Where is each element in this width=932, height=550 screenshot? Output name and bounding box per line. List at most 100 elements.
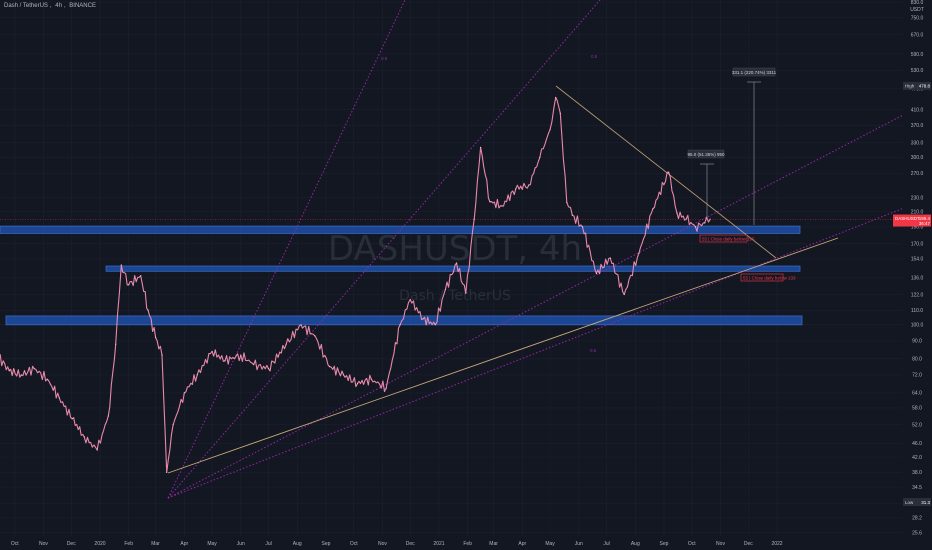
x-tick-label: Jul [603,541,609,547]
y-tick-label: 72.0 [912,373,922,379]
x-tick-label: Mar [489,541,498,547]
y-tick-label: 38.0 [912,470,922,476]
fib-fan-line [167,0,601,499]
price-point [329,366,331,368]
price-point [704,222,706,224]
interval-label: 4h [55,3,62,9]
x-tick-label: 2021 [433,541,444,547]
x-tick-label: Apr [518,541,526,547]
price-point [71,418,73,420]
fib-fan-line [167,0,406,499]
y-tick-label: 25.6 [912,530,922,536]
y-tick-label: 370.0 [911,123,924,129]
price-point [465,292,467,294]
price-point [8,370,10,372]
price-point [356,383,359,385]
price-point [515,188,517,190]
current-price-value: 199.4 [919,216,931,221]
trendlines [167,85,839,474]
price-point [444,288,447,291]
y-tick-label: 410.0 [911,107,924,113]
symbol-name: Dash / TetherUS [4,3,48,9]
price-point [183,392,185,394]
price-point [115,343,117,345]
price-point [161,354,163,356]
price-point [434,324,436,326]
price-point [285,343,287,345]
price-point [399,324,401,326]
price-point [455,262,458,264]
x-tick-label: Feb [124,541,133,547]
y-tick-label: 750.0 [911,15,924,21]
y-tick-label: 830.0 [911,0,924,6]
high-tag-value: 478.8 [919,84,931,89]
price-point [480,146,482,148]
price-point [46,378,48,380]
price-point [147,309,149,311]
x-tick-label: Dec [67,541,76,547]
price-point [571,214,573,216]
price-point [559,112,561,114]
x-tick-label: Oct [350,541,358,547]
y-tick-label: 230.0 [911,196,924,202]
x-tick-label: Jun [575,541,583,547]
y-tick-label: 590.0 [911,52,924,58]
x-tick-label: Jun [237,541,245,547]
price-point [58,397,60,399]
price-point [267,368,270,370]
price-zone [105,265,801,272]
x-tick-label: 2022 [771,541,782,547]
price-point [240,354,242,356]
price-line [0,96,711,473]
price-point [595,272,598,275]
measure-label: 95.0 (51.35%) 950 [687,152,725,157]
measure-box [732,67,776,77]
y-axis[interactable]: 23.325.628.231.034.538.042.046.052.058.0… [910,0,924,550]
fib-level-label: 0.5 [590,348,597,353]
y-tick-label: 670.0 [911,32,924,38]
y-tick-label: 46.0 [912,441,922,447]
y-tick-label: 170.0 [911,242,924,248]
alert-label: 55 | Close daily below 195 [702,237,755,242]
price-point [211,350,213,352]
price-point [253,364,255,366]
x-tick-label: Oct [688,541,696,547]
y-tick-label: 80.0 [912,357,922,363]
x-tick-label: Oct [11,541,19,547]
x-axis[interactable]: Oct Nov Dec 2020 Feb Mar Apr May Jun Jul Aug Sep Oct… [11,541,783,547]
price-point [623,293,625,296]
x-tick-label: Dec [744,541,753,547]
measure-box [687,149,725,159]
y-tick-label: 28.2 [912,516,922,522]
exchange-label: BINANCE [69,3,96,9]
x-tick-label: Mar [151,541,160,547]
y-tick-label: 122.0 [911,292,924,298]
y-axis-panel [902,0,932,550]
high-tag-label: High [905,84,915,89]
fib-level-label: 0.5 [591,54,598,59]
low-tag-value: 31.3 [921,500,930,505]
high-tag [903,81,931,90]
price-point [409,298,411,301]
y-tick-label: 270.0 [911,171,924,177]
x-tick-label: Sep [660,541,669,547]
y-tick-label: 136.0 [911,276,924,282]
price-point [539,156,541,158]
y-tick-label: 52.0 [912,422,922,428]
price-point [609,257,611,259]
symbol-header: Dash / TetherUS, 4h, BINANCE [4,3,96,9]
y-tick-label: 100.0 [911,323,924,329]
price-point [422,318,424,320]
y-tick-label: 190.0 [911,225,924,231]
current-countdown: 36:47 [919,221,931,226]
price-point [473,218,475,220]
low-tag-label: Low [905,500,914,505]
price-point [676,212,678,214]
ascending-support-line [167,237,839,474]
y-tick-label: 210.0 [911,209,924,215]
alert-label: 55 | Close daily below 133 [743,276,796,281]
current-symbol-label: DASHUSDT [895,216,920,221]
